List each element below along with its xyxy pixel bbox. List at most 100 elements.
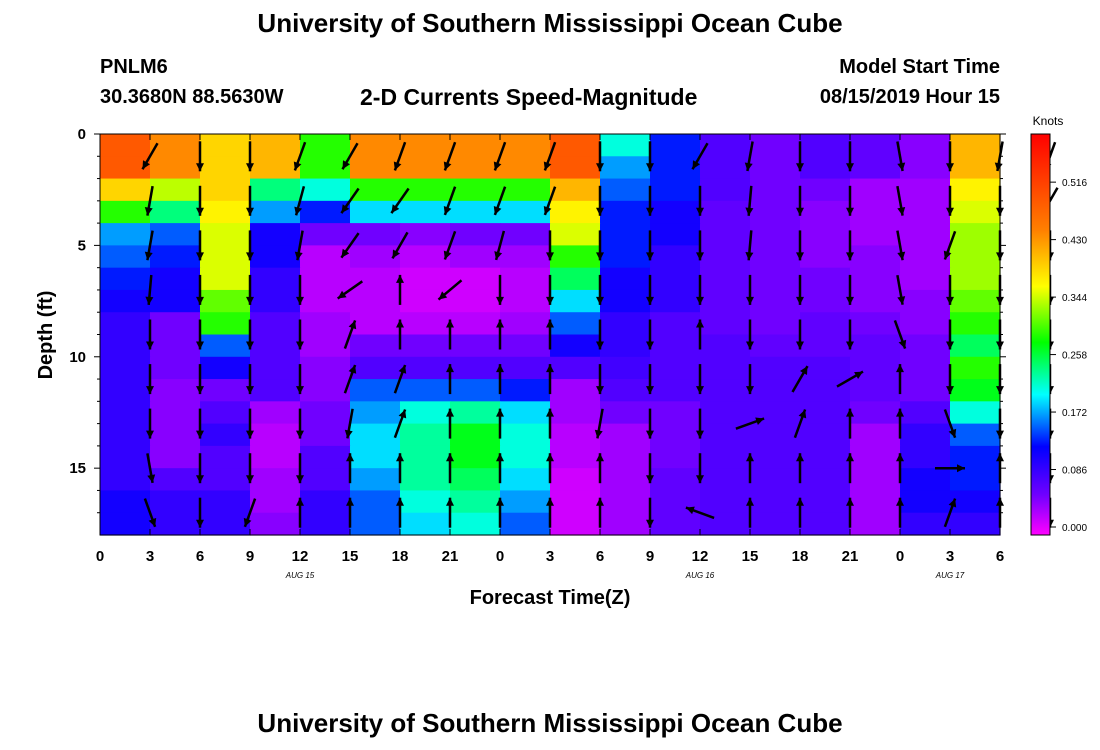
x-tick-label: 6 xyxy=(596,548,604,565)
current-vector xyxy=(246,141,254,172)
heatmap-cell xyxy=(600,445,651,469)
heatmap-cell xyxy=(950,468,1001,492)
vector-arrowhead xyxy=(296,475,304,484)
heatmap-cell xyxy=(350,289,401,313)
vector-arrowhead xyxy=(296,430,304,439)
vector-arrowhead xyxy=(496,319,504,328)
vector-arrowhead xyxy=(342,160,350,170)
heatmap-cell xyxy=(650,223,701,246)
heatmap-cell xyxy=(400,379,451,402)
current-vector xyxy=(746,319,754,350)
vector-arrowhead xyxy=(846,207,854,216)
vector-arrowhead xyxy=(148,517,157,527)
heatmap-cell xyxy=(950,512,1001,536)
heatmap-cell xyxy=(650,267,701,291)
colorbar-tick-label: 0.000 xyxy=(1062,523,1087,534)
vector-arrowhead xyxy=(446,319,454,328)
heatmap-cell xyxy=(400,289,451,313)
current-vector xyxy=(596,319,604,350)
current-vector xyxy=(346,497,354,528)
current-vector xyxy=(791,365,809,393)
heatmap-cell xyxy=(950,267,1001,291)
heatmap-cell xyxy=(300,134,351,157)
heatmap-cell xyxy=(950,312,1001,336)
x-tick-label: 6 xyxy=(996,548,1004,565)
vector-arrowhead xyxy=(746,296,754,305)
heatmap-cell xyxy=(500,356,551,380)
vector-arrowhead xyxy=(443,206,452,215)
heatmap-cell xyxy=(550,267,601,291)
vector-arrowhead xyxy=(391,204,400,214)
current-vector xyxy=(646,185,654,216)
vector-arrowhead xyxy=(246,341,254,350)
x-tick-label: 0 xyxy=(896,548,904,565)
vector-arrowhead xyxy=(398,409,407,419)
heatmap-cell xyxy=(950,334,1001,358)
vector-arrowhead xyxy=(543,206,552,215)
vector-arrowhead xyxy=(443,161,452,171)
heatmap-cell xyxy=(550,156,601,180)
current-vector xyxy=(896,453,904,484)
heatmap-cell xyxy=(700,200,751,224)
heatmap-cell xyxy=(300,156,351,180)
vector-arrowhead xyxy=(746,386,754,395)
vector-arrowhead xyxy=(896,364,904,373)
heatmap-cell xyxy=(600,356,651,380)
heatmap-cell xyxy=(950,445,1001,469)
vector-arrowhead xyxy=(546,453,554,462)
current-vector xyxy=(496,497,504,528)
heatmap-cell xyxy=(400,512,451,536)
model-start-value: 08/15/2019 Hour 15 xyxy=(819,86,1000,108)
vector-arrowhead xyxy=(846,497,854,506)
heatmap-cell xyxy=(850,468,901,492)
vector-arrowhead xyxy=(496,497,504,506)
heatmap-cell xyxy=(300,379,351,402)
heatmap-cell xyxy=(800,512,851,536)
current-vector xyxy=(696,408,704,439)
vector-arrowhead xyxy=(897,251,906,261)
heatmap-cell xyxy=(600,289,651,313)
heatmap-cell xyxy=(200,134,251,157)
heatmap-cell xyxy=(250,490,301,514)
vector-arrowhead xyxy=(596,252,604,261)
vector-arrowhead xyxy=(646,252,654,261)
vector-arrowhead xyxy=(696,319,704,328)
heatmap-cell xyxy=(300,334,351,358)
vector-arrowhead xyxy=(646,296,654,305)
heatmap-cell xyxy=(750,245,801,269)
vector-arrowhead xyxy=(846,408,854,417)
current-vector xyxy=(493,186,507,216)
heatmap-cell xyxy=(150,178,201,202)
heatmap-cell xyxy=(950,200,1001,224)
vector-arrowhead xyxy=(341,204,350,214)
current-vector xyxy=(896,274,906,305)
heatmap-cell xyxy=(550,223,601,246)
heatmap-cell xyxy=(700,334,751,358)
heatmap-cell xyxy=(200,334,251,358)
heatmap-cell xyxy=(200,245,251,269)
vector-arrowhead xyxy=(246,207,254,216)
heatmap-cell xyxy=(100,267,151,291)
vector-arrowhead xyxy=(646,519,654,528)
heatmap-cell xyxy=(600,468,651,492)
current-vector xyxy=(296,319,304,350)
current-vector xyxy=(446,408,454,439)
current-vector xyxy=(745,230,754,261)
current-vector xyxy=(346,453,354,484)
vector-arrowhead xyxy=(946,207,954,216)
heatmap-cell xyxy=(700,289,751,313)
heatmap-cell xyxy=(700,312,751,336)
vector-arrowhead xyxy=(246,163,254,172)
current-vector xyxy=(946,185,954,216)
heatmap-cell xyxy=(150,156,201,180)
heatmap-cell xyxy=(550,334,601,358)
heatmap-cell xyxy=(850,445,901,469)
heatmap-cell xyxy=(100,312,151,336)
vector-arrowhead xyxy=(393,161,402,171)
heatmap-cell xyxy=(600,223,651,246)
current-vector xyxy=(546,274,554,305)
heatmap-cell xyxy=(650,401,701,425)
heatmap-cell xyxy=(350,245,401,269)
heatmap-cell xyxy=(850,134,901,157)
heatmap-cell xyxy=(250,356,301,380)
